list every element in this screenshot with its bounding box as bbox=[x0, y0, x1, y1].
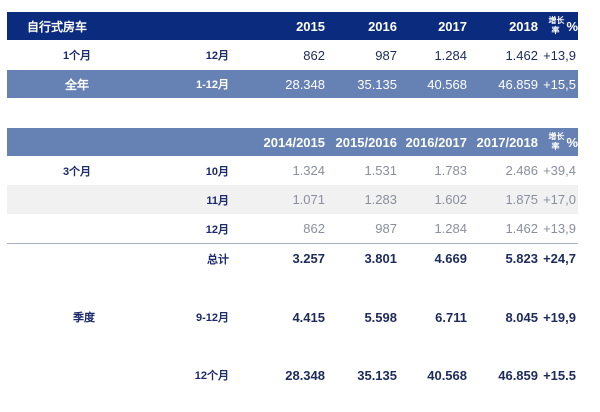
growth-rate-header: 增长率 % bbox=[538, 128, 578, 156]
value-cell: 1.783 bbox=[434, 163, 467, 178]
table-row: 11月 1.071 1.283 1.602 1.875 +17,0 bbox=[7, 185, 578, 214]
value-cell: 862 bbox=[303, 221, 325, 236]
value-cell: 1.875 bbox=[505, 192, 538, 207]
value-cell: 1.462 bbox=[505, 47, 538, 63]
growth-rate-header: 增长率 % bbox=[538, 12, 578, 40]
season-header: 2017/2018 bbox=[476, 134, 538, 150]
growth-cell: +39,4 bbox=[543, 163, 576, 178]
value-cell: 46.859 bbox=[498, 367, 538, 383]
year-header: 2017 bbox=[438, 18, 467, 34]
growth-cell: +13,9 bbox=[543, 221, 576, 236]
value-cell: 1.071 bbox=[292, 192, 325, 207]
table-row-subtotal: 总计 3.257 3.801 4.669 5.823 +24,7 bbox=[7, 243, 578, 273]
table-row: 12月 862 987 1.284 1.462 +13,9 bbox=[7, 214, 578, 243]
value-cell: 4.415 bbox=[292, 309, 325, 325]
value-cell: 28.348 bbox=[285, 76, 325, 92]
value-cell: 1.284 bbox=[434, 221, 467, 236]
year-header: 2018 bbox=[509, 18, 538, 34]
value-cell: 5.598 bbox=[364, 309, 397, 325]
table-row: 1个月 12月 862 987 1.284 1.462 +13,9 bbox=[7, 40, 578, 70]
row-label: 季度 bbox=[73, 312, 95, 324]
value-cell: 5.823 bbox=[505, 251, 538, 266]
growth-cell: +19,9 bbox=[543, 309, 576, 325]
table1-title: 自行式房车 bbox=[27, 19, 88, 34]
value-cell: 35.135 bbox=[357, 76, 397, 92]
season-header: 2015/2016 bbox=[335, 134, 397, 150]
year-header: 2016 bbox=[368, 18, 397, 34]
growth-cell: +15.5 bbox=[543, 367, 576, 383]
row-label bbox=[7, 185, 147, 214]
season-header: 2014/2015 bbox=[263, 134, 325, 150]
value-cell: 1.531 bbox=[364, 163, 397, 178]
value-cell: 8.045 bbox=[505, 309, 538, 325]
growth-cell: +13,9 bbox=[543, 47, 576, 63]
table-row-12-months: 12个月 28.348 35.135 40.568 46.859 +15.5 bbox=[7, 361, 578, 389]
value-cell: 35.135 bbox=[357, 367, 397, 383]
row-label bbox=[7, 244, 147, 273]
motorhome-table-annual: 自行式房车 2015 2016 2017 2018 增长率 % 1个月 12月 … bbox=[7, 12, 578, 98]
row-period: 1-12月 bbox=[195, 79, 229, 91]
value-cell: 2.486 bbox=[505, 163, 538, 178]
value-cell: 1.602 bbox=[434, 192, 467, 207]
row-period: 12月 bbox=[205, 50, 229, 62]
growth-cell: +15,5 bbox=[543, 76, 576, 92]
value-cell: 40.568 bbox=[427, 76, 467, 92]
table-row-total: 全年 1-12月 28.348 35.135 40.568 46.859 +15… bbox=[7, 70, 578, 98]
value-cell: 46.859 bbox=[498, 76, 538, 92]
row-label: 3个月 bbox=[62, 165, 92, 178]
growth-cell: +17,0 bbox=[543, 192, 576, 207]
season-header: 2016/2017 bbox=[405, 134, 467, 150]
row-period: 12个月 bbox=[194, 370, 229, 382]
value-cell: 1.462 bbox=[505, 221, 538, 236]
year-header: 2015 bbox=[296, 18, 325, 34]
row-period: 9-12月 bbox=[195, 312, 229, 324]
value-cell: 28.348 bbox=[285, 367, 325, 383]
value-cell: 40.568 bbox=[427, 367, 467, 383]
percent-unit: % bbox=[566, 18, 578, 34]
value-cell: 987 bbox=[375, 221, 397, 236]
row-period: 10月 bbox=[205, 165, 229, 178]
row-period: 总计 bbox=[207, 253, 229, 266]
value-cell: 4.669 bbox=[434, 251, 467, 266]
value-cell: 1.283 bbox=[364, 192, 397, 207]
value-cell: 1.324 bbox=[292, 163, 325, 178]
row-label: 全年 bbox=[64, 77, 89, 92]
row-label bbox=[7, 361, 147, 389]
row-period: 11月 bbox=[206, 194, 229, 207]
growth-label: 增长率 bbox=[548, 16, 565, 35]
table-row-quarter: 季度 9-12月 4.415 5.598 6.711 8.045 +19,9 bbox=[7, 303, 578, 331]
value-cell: 987 bbox=[375, 47, 397, 63]
row-label: 1个月 bbox=[62, 50, 92, 62]
table1-header-row: 自行式房车 2015 2016 2017 2018 增长率 % bbox=[7, 12, 578, 40]
value-cell: 3.257 bbox=[292, 251, 325, 266]
row-label bbox=[7, 214, 147, 243]
value-cell: 1.284 bbox=[434, 47, 467, 63]
growth-label: 增长率 bbox=[548, 132, 565, 151]
percent-unit: % bbox=[566, 134, 578, 150]
value-cell: 6.711 bbox=[435, 309, 467, 325]
table-row: 3个月 10月 1.324 1.531 1.783 2.486 +39,4 bbox=[7, 156, 578, 185]
value-cell: 3.801 bbox=[364, 251, 397, 266]
growth-cell: +24,7 bbox=[543, 251, 576, 266]
table2-header-row: 2014/2015 2015/2016 2016/2017 2017/2018 … bbox=[7, 128, 578, 156]
row-period: 12月 bbox=[205, 223, 229, 236]
value-cell: 862 bbox=[303, 47, 325, 63]
motorhome-table-monthly: 2014/2015 2015/2016 2016/2017 2017/2018 … bbox=[7, 128, 578, 389]
